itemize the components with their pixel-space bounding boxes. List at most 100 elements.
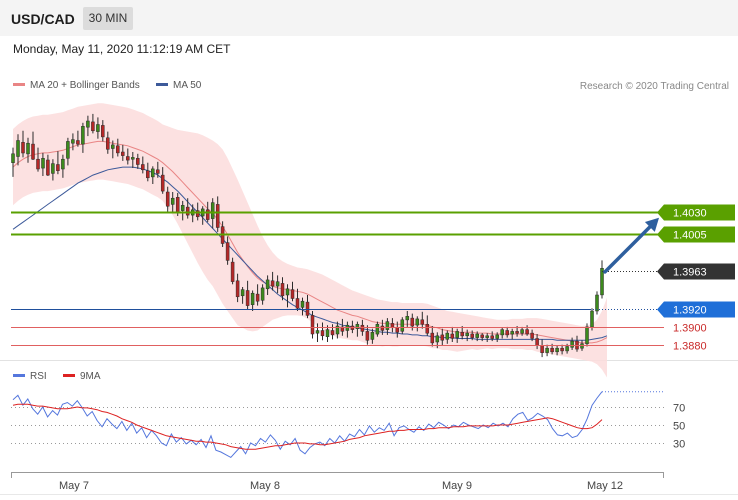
- candle: [275, 275, 280, 294]
- rsi-tick-label: 70: [673, 403, 685, 415]
- candle-body: [265, 279, 270, 290]
- ma20-legend: MA 20 + Bollinger Bands: [13, 80, 140, 91]
- candle: [280, 277, 285, 301]
- candle-body: [215, 204, 220, 228]
- resistance-tag-pointer: [657, 226, 664, 243]
- candle: [405, 311, 410, 327]
- candle-body: [235, 280, 240, 298]
- candle-body: [255, 293, 260, 302]
- candle-body: [415, 318, 420, 326]
- candle-body: [185, 206, 190, 216]
- candle-body: [480, 334, 484, 338]
- credit-text: Research © 2020 Trading Central: [579, 81, 729, 92]
- candle-body: [121, 151, 125, 156]
- candle-body: [280, 283, 285, 297]
- candle-body: [270, 280, 275, 287]
- candle-body: [111, 144, 115, 149]
- candle-body: [310, 315, 315, 335]
- candle: [295, 288, 300, 311]
- candle: [500, 327, 504, 339]
- candle: [146, 162, 150, 182]
- forecast-arrow-head: [644, 217, 659, 232]
- x-tick-label: May 9: [442, 480, 472, 492]
- candle-body: [160, 174, 165, 192]
- candle: [116, 138, 120, 157]
- candle: [495, 332, 499, 342]
- candle-body: [410, 317, 415, 327]
- candle: [600, 260, 604, 299]
- candle-body: [305, 301, 310, 316]
- candle-body: [395, 327, 400, 333]
- candle: [385, 318, 390, 335]
- forecast-arrow-shaft: [603, 221, 656, 274]
- ma20-legend-swatch: [13, 82, 25, 86]
- candle: [215, 196, 220, 232]
- candle-body: [61, 158, 65, 170]
- candle-body: [131, 157, 135, 160]
- candle: [126, 148, 130, 165]
- candle: [141, 156, 145, 174]
- resistance-tag: [664, 204, 735, 221]
- candle: [450, 326, 455, 342]
- candle: [245, 280, 250, 310]
- candle-body: [86, 120, 90, 128]
- candle: [585, 323, 589, 347]
- candle: [285, 284, 290, 308]
- candle-body: [76, 140, 80, 145]
- candle: [76, 130, 80, 147]
- candle-body: [56, 164, 60, 171]
- candle: [11, 147, 15, 177]
- current-price-tag-pointer: [657, 263, 664, 280]
- candle-body: [530, 332, 534, 339]
- candle-body: [405, 316, 410, 321]
- candle: [26, 137, 30, 163]
- candle-body: [151, 168, 155, 178]
- candle-body: [535, 338, 539, 346]
- candle-body: [81, 126, 85, 145]
- candle: [136, 153, 140, 169]
- candle-body: [46, 159, 50, 176]
- candle-body: [16, 140, 20, 157]
- candle: [470, 330, 474, 341]
- pivot-tag: [664, 301, 735, 318]
- candle-body: [245, 290, 250, 306]
- candle: [111, 140, 115, 159]
- candle: [255, 284, 260, 306]
- candle-body: [455, 331, 459, 338]
- candle: [46, 154, 50, 176]
- resistance-label: 1.4030: [673, 208, 707, 220]
- candle-body: [360, 324, 365, 332]
- candle-body: [101, 125, 105, 138]
- candle: [71, 133, 75, 151]
- candle-body: [210, 202, 215, 219]
- candle-body: [116, 145, 120, 154]
- candle-body: [515, 331, 519, 334]
- x-tick-label: May 12: [587, 480, 623, 492]
- candle-body: [91, 121, 95, 132]
- candle: [455, 328, 459, 343]
- candle-body: [570, 340, 574, 348]
- candle: [96, 117, 100, 139]
- candle-body: [320, 330, 325, 337]
- candle-body: [285, 288, 290, 296]
- candle-body: [600, 268, 604, 296]
- ma9-legend-swatch: [63, 373, 75, 377]
- candle: [185, 198, 190, 219]
- pivot-label: 1.3920: [673, 305, 707, 317]
- candle: [225, 236, 230, 265]
- timeframe-button[interactable]: 30 MIN: [83, 7, 133, 30]
- ma9-legend: 9MA: [63, 371, 101, 382]
- candle: [570, 337, 574, 350]
- ma50-line: [12, 166, 608, 341]
- candle-body: [275, 281, 280, 287]
- candle-body: [355, 324, 360, 329]
- candle: [300, 297, 305, 316]
- candle-body: [340, 326, 345, 332]
- datetime-label: Monday, May 11, 2020 11:12:19 AM CET: [13, 42, 231, 56]
- candle: [545, 344, 549, 357]
- candle-body: [195, 210, 200, 218]
- candle: [16, 134, 20, 166]
- ma50-legend-swatch: [156, 82, 168, 86]
- x-tick-label: May 8: [250, 480, 280, 492]
